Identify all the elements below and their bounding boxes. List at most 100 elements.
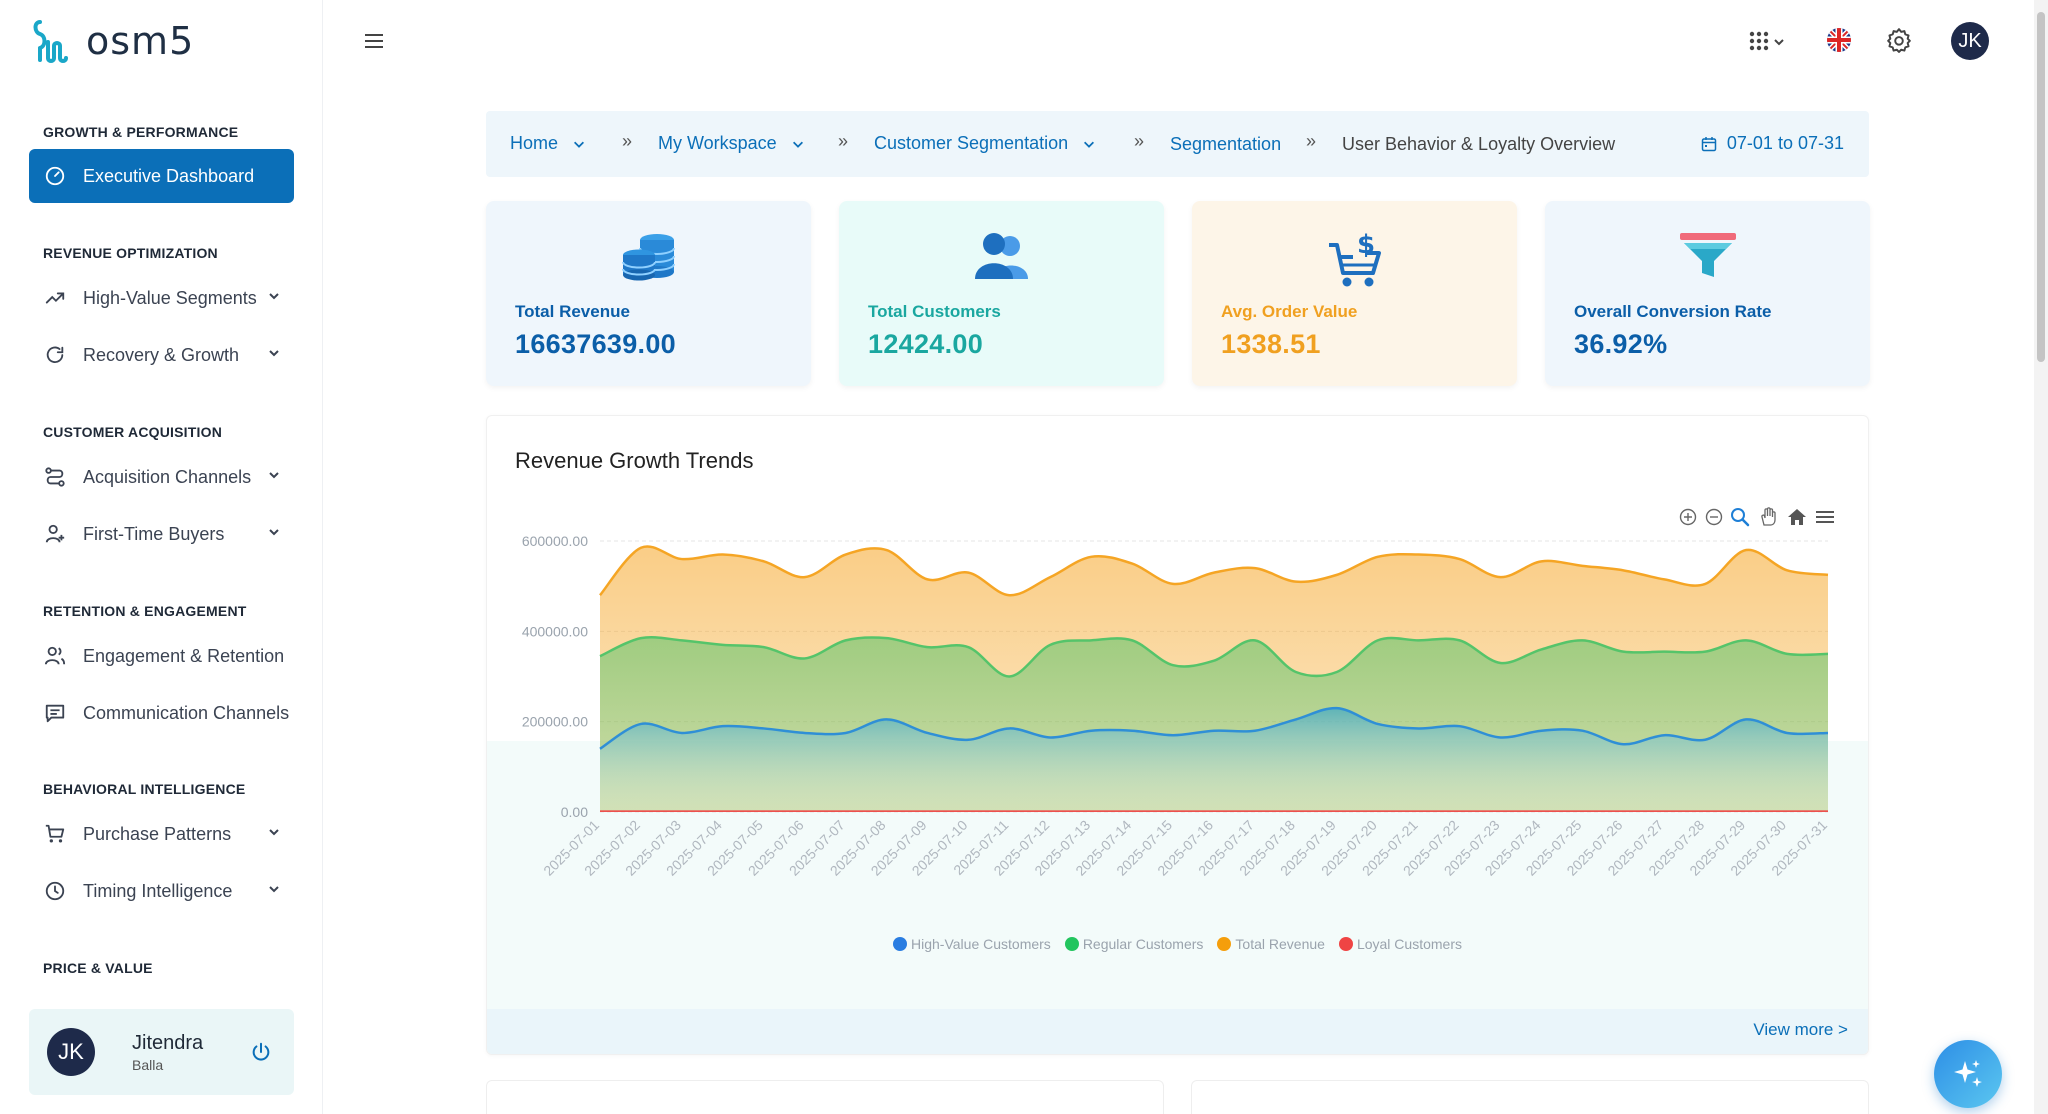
y-tick-label: 200000.00 [522, 714, 588, 730]
sidebar-item-label: Recovery & Growth [83, 344, 240, 365]
sidebar-item-label: High-Value Segments [83, 287, 257, 308]
funnel-icon [1679, 233, 1736, 277]
sparkle-icon [1954, 1060, 1982, 1087]
chevron-down-icon [1084, 141, 1095, 148]
breadcrumb-separator: » [1306, 131, 1317, 151]
chevron-down-icon [269, 350, 279, 357]
section-title-growth: GROWTH & PERFORMANCE [43, 124, 239, 140]
ai-assistant-button[interactable] [1934, 1040, 2002, 1108]
uk-flag-icon [1827, 28, 1851, 52]
chevron-down-icon [269, 472, 279, 479]
sidebar-item-label: Purchase Patterns [83, 823, 232, 844]
series-line-regular-customers[interactable] [599, 635, 1829, 678]
gauge-icon [43, 164, 67, 188]
message-icon [43, 701, 67, 725]
breadcrumb-home[interactable]: Home [510, 133, 586, 154]
breadcrumb-customer-segmentation[interactable]: Customer Segmentation [874, 133, 1096, 154]
chart-menu-icon[interactable] [1814, 507, 1836, 527]
series-line-high-value-customers[interactable] [599, 706, 1829, 750]
chevron-down-icon [574, 141, 585, 148]
avatar[interactable]: JK [47, 1028, 95, 1076]
grid-icon [1749, 31, 1784, 51]
kpi-card-total-customers: Total Customers 12424.00 [839, 201, 1164, 386]
sidebar-item-high-value-segments[interactable]: High-Value Segments [29, 271, 294, 325]
sidebar-item-engagement-retention[interactable]: Engagement & Retention [29, 629, 294, 683]
area-chart: 600000.00400000.00200000.000.002025-07-0… [522, 533, 1830, 879]
selection-zoom-icon[interactable] [1730, 507, 1752, 527]
trending-up-icon [43, 286, 67, 310]
user-card[interactable]: JK Jitendra Balla [29, 1009, 294, 1095]
kpi-label: Total Revenue [515, 302, 630, 321]
kpi-card-avg-order-value: $ Avg. Order Value 1338.51 [1192, 201, 1517, 386]
kpi-label: Total Customers [868, 302, 1001, 321]
sidebar-item-first-time-buyers[interactable]: First-Time Buyers [29, 507, 294, 561]
breadcrumb-segmentation[interactable]: Segmentation [1170, 134, 1281, 155]
users-icon [43, 644, 67, 668]
section-title-price: PRICE & VALUE [43, 960, 153, 976]
scrollbar-thumb[interactable] [2037, 12, 2045, 362]
legend-marker [1338, 937, 1353, 951]
menu-toggle-icon[interactable] [362, 30, 386, 52]
brand-logo[interactable]: osm5 [30, 16, 194, 66]
power-icon[interactable] [250, 1041, 272, 1063]
sidebar-item-purchase-patterns[interactable]: Purchase Patterns [29, 807, 294, 861]
breadcrumb-workspace[interactable]: My Workspace [658, 133, 805, 154]
user-plus-icon [43, 522, 67, 546]
legend-item[interactable]: High-Value Customers [893, 936, 1051, 952]
section-title-revenue: REVENUE OPTIMIZATION [43, 245, 218, 261]
logo-mark-icon [33, 20, 68, 63]
legend-marker [893, 937, 908, 951]
chart-legend: High-Value Customers Regular Customers Tot… [487, 936, 1868, 952]
legend-label: Total Revenue [1235, 936, 1325, 952]
sidebar-item-recovery-growth[interactable]: Recovery & Growth [29, 328, 294, 382]
view-more-link[interactable]: View more > [1753, 1020, 1848, 1039]
y-tick-label: 0.00 [561, 804, 588, 820]
breadcrumb-label: Customer Segmentation [874, 133, 1069, 153]
page-scrollbar[interactable] [2034, 0, 2048, 1114]
chevron-down-icon [269, 886, 279, 893]
kpi-card-total-revenue: Total Revenue 16637639.00 [486, 201, 811, 386]
sidebar-item-acquisition-channels[interactable]: Acquisition Channels [29, 450, 294, 504]
user-first-name: Jitendra [132, 1031, 204, 1054]
breadcrumb-label: Home [510, 133, 559, 153]
dollar-cart-icon: $ [1328, 231, 1381, 287]
svg-text:$: $ [1357, 231, 1375, 260]
breadcrumb-label: My Workspace [658, 133, 777, 153]
user-last-name: Balla [132, 1056, 164, 1073]
section-title-acquisition: CUSTOMER ACQUISITION [43, 424, 223, 440]
sidebar-item-executive-dashboard[interactable]: Executive Dashboard [29, 149, 294, 203]
coins-icon [621, 234, 675, 281]
breadcrumb-label: Segmentation [1170, 134, 1282, 154]
pan-hand-icon[interactable] [1758, 507, 1780, 527]
sidebar-item-label: Communication Channels [83, 702, 290, 723]
sidebar-item-timing-intelligence[interactable]: Timing Intelligence [29, 864, 294, 918]
kpi-value: 12424.00 [868, 329, 984, 359]
sidebar-item-communication-channels[interactable]: Communication Channels [29, 686, 294, 740]
cart-icon [43, 822, 67, 846]
breadcrumb-separator: » [622, 131, 633, 151]
topbar-avatar[interactable]: JK [1951, 22, 1989, 60]
legend-item[interactable]: Loyal Customers [1338, 936, 1462, 952]
bottom-card-right [1191, 1080, 1869, 1114]
reset-home-icon[interactable] [1786, 507, 1808, 527]
bottom-card-left [486, 1080, 1164, 1114]
breadcrumb-current: User Behavior & Loyalty Overview [1342, 134, 1616, 154]
zoom-in-icon[interactable] [1678, 507, 1698, 527]
chevron-down-icon [269, 829, 279, 836]
refresh-icon [43, 343, 67, 367]
kpi-value: 36.92% [1574, 329, 1668, 359]
y-tick-label: 600000.00 [522, 533, 588, 549]
legend-item[interactable]: Total Revenue [1217, 936, 1325, 952]
legend-item[interactable]: Regular Customers [1064, 936, 1204, 952]
chevron-down-icon [269, 529, 279, 536]
settings-button[interactable] [1886, 27, 1912, 58]
series-line-total-revenue[interactable] [599, 545, 1829, 597]
date-range-picker[interactable]: 07-01 to 07-31 [1701, 133, 1844, 154]
language-selector[interactable] [1826, 27, 1852, 58]
zoom-out-icon[interactable] [1704, 507, 1724, 527]
legend-label: Regular Customers [1082, 936, 1204, 952]
apps-menu-button[interactable] [1747, 22, 1793, 67]
sidebar-item-label: Executive Dashboard [83, 165, 255, 186]
user-name-block: Jitendra Balla [132, 1032, 203, 1073]
